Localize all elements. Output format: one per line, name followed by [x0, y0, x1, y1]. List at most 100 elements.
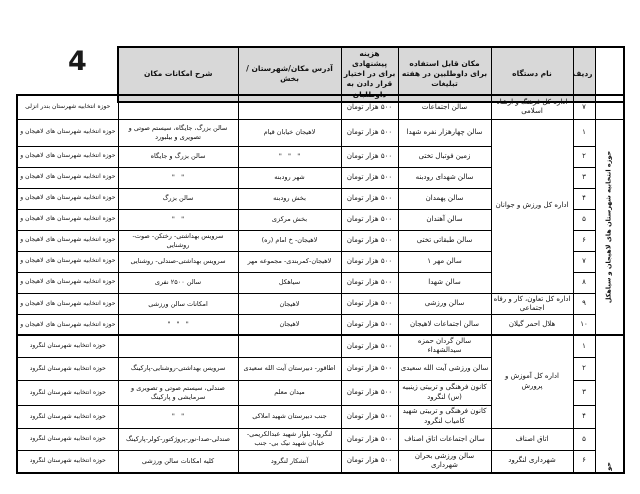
place-cell: سالن پهمدان: [397, 187, 492, 210]
cost-cell: ۵۰۰ هزار تومان: [340, 145, 399, 168]
facilities-cell: سالن ۲۵۰۰ نفری: [117, 271, 239, 294]
place-cell: سالن مهر ۱: [397, 250, 492, 273]
row-number-cell: ۷: [572, 250, 596, 273]
address-cell: لاهیجان-کمربندی- مجموعه مهر: [237, 250, 342, 273]
address-cell: لنگرود- بلوار شهید عبدالکریمی- خیابان شه…: [237, 427, 342, 451]
table-header: ردیف نام دستگاه مکان قابل استفاده برای د…: [117, 46, 625, 103]
district-cell: حوزه انتخابیه شهرستان لنگرود: [16, 356, 119, 381]
place-cell: سالن ورزشی آیت الله سعیدی: [397, 356, 492, 381]
place-cell: سالن چهارهزار نفره شهدا: [397, 118, 492, 147]
address-cell: لاهیجان خیابان قیام: [237, 118, 342, 147]
facilities-cell: صندلی-صدا-نور-پروژکتور-کولر-پارکینگ: [117, 427, 239, 451]
place-cell: سالن شهدا: [397, 271, 492, 294]
row-number-cell: ۵: [572, 208, 596, 231]
row-number-cell: ۲: [572, 356, 596, 381]
row-number-cell: ۴: [572, 404, 596, 429]
facilities-cell: سالن بزرگ: [117, 187, 239, 210]
district-cell: حوزه انتخابیه شهرستان های لاهیجان و سیاه…: [16, 187, 119, 210]
facilities-cell: سرویس بهداشتی- رختکن- صوت- روشنایی: [117, 229, 239, 252]
device-cell: هلال احمر گیلان: [490, 314, 574, 336]
district-cell: حوزه انتخابیه شهرستان بندر انزلی: [16, 94, 119, 120]
place-cell: کانون فرهنگی و تربیتی زینبیه (س) لنگرود: [397, 379, 492, 406]
address-cell: جنب دبیرستان شهید املاکی: [237, 404, 342, 429]
facilities-cell: سالن بزرگ، جایگاه، سیستم صوتی و تصویری و…: [117, 118, 239, 147]
address-cell: " " ": [237, 145, 342, 168]
cost-cell: ۵۰۰ هزار تومان: [340, 292, 399, 316]
header-cost: هزینه پیشنهادی برای در اختیار قرار دادن …: [340, 46, 399, 103]
place-cell: سالن اجتماعات: [397, 94, 492, 120]
cost-cell: ۵۰۰ هزار تومان: [340, 208, 399, 231]
table-row: ۷ سالن مهر ۱ ۵۰۰ هزار تومان لاهیجان-کمرب…: [16, 250, 624, 273]
header-usable-place: مکان قابل استفاده برای داوطلبین در هفته …: [397, 46, 492, 103]
table-row: ۶ شهرداری لنگرود سالن ورزشی بحران شهردار…: [16, 449, 624, 474]
facilities-cell: [117, 333, 239, 358]
page-number: 4: [68, 46, 87, 77]
address-cell: لاهیجان- خ امام (ره): [237, 229, 342, 252]
row-number-cell: ۵: [572, 427, 596, 451]
facilities-cell: " " ": [117, 314, 239, 336]
district-cell: حوزه انتخابیه شهرستان های لاهیجان و سیاه…: [16, 166, 119, 189]
address-cell: سیاهکل: [237, 271, 342, 294]
cost-cell: ۵۰۰ هزار تومان: [340, 250, 399, 273]
district-cell: حوزه انتخابیه شهرستان های لاهیجان و سیاه…: [16, 145, 119, 168]
address-cell: [237, 94, 342, 120]
table-row: ۲ سالن ورزشی آیت الله سعیدی ۵۰۰ هزار توم…: [16, 356, 624, 381]
row-number-cell: ۶: [572, 449, 596, 474]
device-cell: اداره کل ورزش و جوانان: [490, 118, 574, 294]
table-row: ۹ اداره کل تعاون، کار و رفاه اجتماعی سال…: [16, 292, 624, 316]
table-row: ۷ اداره کل فرهنگ و ارشاد اسلامی سالن اجت…: [16, 94, 625, 120]
device-cell: اداره کل آموزش و پرورش: [490, 333, 574, 429]
table-row: ۶ سالن طبقاتی تختی ۵۰۰ هزار تومان لاهیجا…: [16, 229, 624, 252]
row-number-cell: ۹: [572, 292, 596, 316]
district-cell: حوزه انتخابیه شهرستان لنگرود: [16, 333, 119, 358]
district-cell: حوزه انتخابیه شهرستان های لاهیجان و سیاه…: [16, 229, 119, 252]
table-row: ۳ سالن شهدای رودبنه ۵۰۰ هزار تومان شهر ر…: [16, 166, 624, 189]
table-row: ۱۰ هلال احمر گیلان سالن اجتماعات لاهیجان…: [16, 314, 624, 336]
address-cell: لاهیجان: [237, 292, 342, 316]
cost-cell: ۵۰۰ هزار تومان: [340, 427, 399, 451]
facilities-cell: سرویس بهداشتی-صندلی- روشنایی: [117, 250, 239, 273]
facilities-cell: امکانات سالن ورزشی: [117, 292, 239, 316]
facilities-cell: صندلی، سیستم صوتی و تصویری و سرمایشی و پ…: [117, 379, 239, 406]
cost-cell: ۵۰۰ هزار تومان: [340, 271, 399, 294]
district-cell: حوزه انتخابیه شهرستان های لاهیجان و سیاه…: [16, 314, 119, 336]
vertical-label-cell-empty: [594, 94, 625, 120]
place-cell: سالن آهندان: [397, 208, 492, 231]
header-row: ردیف نام دستگاه مکان قابل استفاده برای د…: [117, 46, 625, 103]
vertical-label-cell: حوزه انتخابیه شهرستان های لاهیجان و سیاه…: [594, 118, 625, 336]
address-cell: میدان معلم: [237, 379, 342, 406]
device-cell: اداره کل فرهنگ و ارشاد اسلامی: [490, 94, 574, 120]
address-cell: آتشکار لنگرود: [237, 449, 342, 474]
cost-cell: ۵۰۰ هزار تومان: [340, 404, 399, 429]
table-row: ۵ اتاق اصناف سالن اجتماعات اتاق اصناف ۵۰…: [16, 427, 624, 451]
district-cell: حوزه انتخابیه شهرستان های لاهیجان و سیاه…: [16, 250, 119, 273]
facilities-cell: " ": [117, 208, 239, 231]
header-address: آدرس مکان/شهرستان /بخش: [237, 46, 342, 103]
place-cell: سالن اجتماعات لاهیجان: [397, 314, 492, 336]
place-cell: کانون فرهنگی و تربیتی شهید کامیاب لنگرود: [397, 404, 492, 429]
place-cell: سالن گردان حمزه سیدالشهداء: [397, 333, 492, 358]
district-cell: حوزه انتخابیه شهرستان لنگرود: [16, 449, 119, 474]
row-number-cell: ۳: [572, 166, 596, 189]
place-cell: سالن طبقاتی تختی: [397, 229, 492, 252]
place-cell: سالن ورزشی بحران شهرداری: [397, 449, 492, 474]
table-row: ۲ زمین فوتبال تختی ۵۰۰ هزار تومان " " " …: [16, 145, 624, 168]
address-cell: اطاقور- دبیرستان آیت الله سعیدی: [237, 356, 342, 381]
cost-cell: ۵۰۰ هزار تومان: [340, 94, 399, 120]
address-cell: شهر رودبنه: [237, 166, 342, 189]
facilities-cell: " ": [117, 404, 239, 429]
facilities-cell: " ": [117, 166, 239, 189]
row-number-cell: ۱: [572, 118, 596, 147]
place-cell: سالن اجتماعات اتاق اصناف: [397, 427, 492, 451]
table-row: حوزه انتخابیه شهرستان های لاهیجان و سیاه…: [16, 118, 625, 336]
cost-cell: ۵۰۰ هزار تومان: [340, 187, 399, 210]
facilities-cell: [117, 94, 239, 120]
district-cell: حوزه انتخابیه شهرستان لنگرود: [16, 379, 119, 406]
row-number-cell: ۳: [572, 379, 596, 406]
district-cell: حوزه انتخابیه شهرستان های لاهیجان و سیاه…: [16, 271, 119, 294]
address-cell: بخش مرکزی: [237, 208, 342, 231]
table-row: ۸ سالن شهدا ۵۰۰ هزار تومان سیاهکل سالن ۲…: [16, 271, 624, 294]
place-cell: سالن ورزشی: [397, 292, 492, 316]
address-cell: [237, 333, 342, 358]
